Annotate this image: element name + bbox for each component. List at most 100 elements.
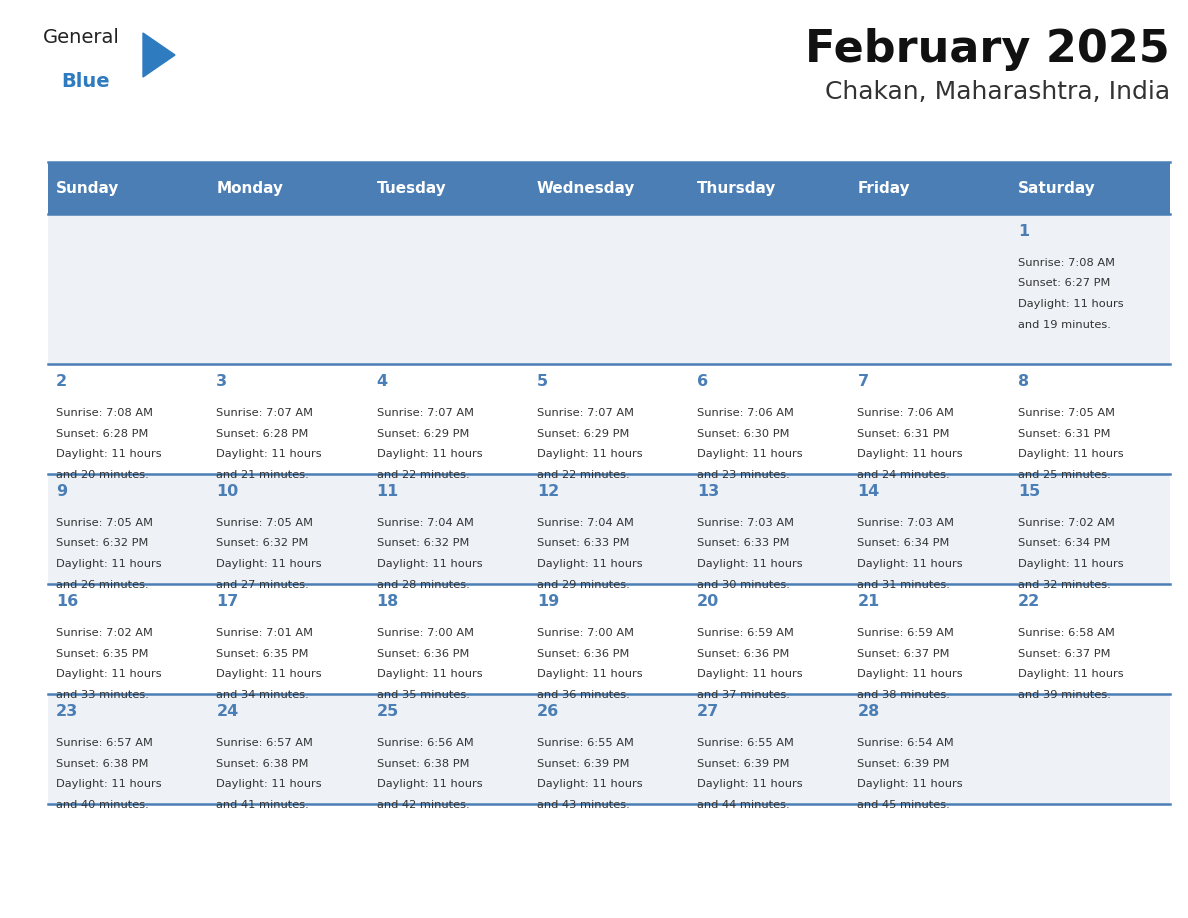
Text: and 42 minutes.: and 42 minutes. [377,800,469,810]
Text: and 36 minutes.: and 36 minutes. [537,689,630,700]
Text: Sunset: 6:33 PM: Sunset: 6:33 PM [537,539,630,548]
Text: and 21 minutes.: and 21 minutes. [216,469,309,479]
Text: Daylight: 11 hours: Daylight: 11 hours [858,669,963,679]
Text: Daylight: 11 hours: Daylight: 11 hours [858,449,963,459]
Text: Sunset: 6:38 PM: Sunset: 6:38 PM [56,758,148,768]
Text: Daylight: 11 hours: Daylight: 11 hours [1018,299,1124,309]
Text: and 43 minutes.: and 43 minutes. [537,800,630,810]
Text: 20: 20 [697,594,720,609]
Text: 15: 15 [1018,484,1040,499]
Text: Daylight: 11 hours: Daylight: 11 hours [697,449,803,459]
Text: Blue: Blue [61,72,109,91]
Text: Sunrise: 7:00 AM: Sunrise: 7:00 AM [377,628,474,638]
Text: February 2025: February 2025 [805,28,1170,71]
Polygon shape [143,33,175,77]
Text: Sunset: 6:34 PM: Sunset: 6:34 PM [858,539,949,548]
Text: Sunrise: 7:06 AM: Sunrise: 7:06 AM [697,408,794,418]
Text: Sunrise: 7:04 AM: Sunrise: 7:04 AM [537,518,633,528]
Text: 24: 24 [216,704,239,719]
Text: Daylight: 11 hours: Daylight: 11 hours [377,779,482,789]
Text: Sunset: 6:31 PM: Sunset: 6:31 PM [1018,429,1111,439]
Text: and 30 minutes.: and 30 minutes. [697,579,790,589]
Text: Sunset: 6:29 PM: Sunset: 6:29 PM [537,429,630,439]
Text: Tuesday: Tuesday [377,181,447,196]
Text: Daylight: 11 hours: Daylight: 11 hours [537,559,643,569]
Text: Daylight: 11 hours: Daylight: 11 hours [1018,669,1124,679]
Bar [48,162,1170,214]
Text: Sunrise: 7:08 AM: Sunrise: 7:08 AM [1018,258,1114,268]
Text: Daylight: 11 hours: Daylight: 11 hours [537,669,643,679]
Text: Sunrise: 7:02 AM: Sunrise: 7:02 AM [56,628,153,638]
Text: Sunrise: 7:03 AM: Sunrise: 7:03 AM [697,518,794,528]
Text: Sunrise: 6:55 AM: Sunrise: 6:55 AM [537,738,633,748]
Text: Sunset: 6:29 PM: Sunset: 6:29 PM [377,429,469,439]
Text: Sunrise: 7:03 AM: Sunrise: 7:03 AM [858,518,954,528]
Text: General: General [43,28,120,47]
Text: 9: 9 [56,484,68,499]
Text: 4: 4 [377,374,387,389]
Text: 11: 11 [377,484,399,499]
Text: and 28 minutes.: and 28 minutes. [377,579,469,589]
Text: 1: 1 [1018,224,1029,239]
Text: Daylight: 11 hours: Daylight: 11 hours [697,779,803,789]
Text: 27: 27 [697,704,720,719]
Text: and 44 minutes.: and 44 minutes. [697,800,790,810]
Text: Sunrise: 7:07 AM: Sunrise: 7:07 AM [537,408,634,418]
Text: and 19 minutes.: and 19 minutes. [1018,319,1111,330]
Text: and 26 minutes.: and 26 minutes. [56,579,148,589]
Bar [48,584,1170,694]
Text: Sunset: 6:34 PM: Sunset: 6:34 PM [1018,539,1110,548]
Text: 2: 2 [56,374,68,389]
Text: 12: 12 [537,484,560,499]
Text: Sunset: 6:36 PM: Sunset: 6:36 PM [377,648,469,658]
Text: Chakan, Maharashtra, India: Chakan, Maharashtra, India [824,80,1170,104]
Text: Sunset: 6:31 PM: Sunset: 6:31 PM [858,429,950,439]
Text: Sunset: 6:28 PM: Sunset: 6:28 PM [56,429,148,439]
Text: Sunset: 6:36 PM: Sunset: 6:36 PM [537,648,630,658]
Bar [48,474,1170,584]
Text: Daylight: 11 hours: Daylight: 11 hours [56,779,162,789]
Text: Sunrise: 6:54 AM: Sunrise: 6:54 AM [858,738,954,748]
Text: 19: 19 [537,594,560,609]
Text: Daylight: 11 hours: Daylight: 11 hours [56,449,162,459]
Text: Sunset: 6:33 PM: Sunset: 6:33 PM [697,539,790,548]
Text: Daylight: 11 hours: Daylight: 11 hours [537,779,643,789]
Text: and 32 minutes.: and 32 minutes. [1018,579,1111,589]
Text: and 20 minutes.: and 20 minutes. [56,469,148,479]
Text: Daylight: 11 hours: Daylight: 11 hours [216,559,322,569]
Text: 18: 18 [377,594,399,609]
Text: 6: 6 [697,374,708,389]
Text: Sunset: 6:37 PM: Sunset: 6:37 PM [1018,648,1111,658]
Text: Sunset: 6:39 PM: Sunset: 6:39 PM [697,758,790,768]
Text: Sunrise: 7:08 AM: Sunrise: 7:08 AM [56,408,153,418]
Text: Sunday: Sunday [56,181,119,196]
Text: Daylight: 11 hours: Daylight: 11 hours [56,559,162,569]
Text: 21: 21 [858,594,879,609]
Bar [48,694,1170,804]
Text: Sunset: 6:28 PM: Sunset: 6:28 PM [216,429,309,439]
Text: 17: 17 [216,594,239,609]
Text: Sunrise: 7:05 AM: Sunrise: 7:05 AM [1018,408,1114,418]
Text: Sunset: 6:32 PM: Sunset: 6:32 PM [216,539,309,548]
Text: Sunrise: 7:07 AM: Sunrise: 7:07 AM [216,408,314,418]
Text: Daylight: 11 hours: Daylight: 11 hours [1018,559,1124,569]
Text: Daylight: 11 hours: Daylight: 11 hours [537,449,643,459]
Text: Sunrise: 7:04 AM: Sunrise: 7:04 AM [377,518,474,528]
Text: Sunset: 6:37 PM: Sunset: 6:37 PM [858,648,950,658]
Text: Sunset: 6:32 PM: Sunset: 6:32 PM [377,539,469,548]
Text: Daylight: 11 hours: Daylight: 11 hours [1018,449,1124,459]
Text: Wednesday: Wednesday [537,181,636,196]
Text: Sunset: 6:27 PM: Sunset: 6:27 PM [1018,278,1110,288]
Text: Monday: Monday [216,181,283,196]
Text: and 22 minutes.: and 22 minutes. [377,469,469,479]
Text: Sunrise: 6:57 AM: Sunrise: 6:57 AM [56,738,153,748]
Text: Sunset: 6:32 PM: Sunset: 6:32 PM [56,539,148,548]
Text: Sunrise: 7:00 AM: Sunrise: 7:00 AM [537,628,634,638]
Text: Daylight: 11 hours: Daylight: 11 hours [216,669,322,679]
Text: Sunset: 6:35 PM: Sunset: 6:35 PM [56,648,148,658]
Text: Saturday: Saturday [1018,181,1095,196]
Text: Sunrise: 6:55 AM: Sunrise: 6:55 AM [697,738,794,748]
Text: and 23 minutes.: and 23 minutes. [697,469,790,479]
Text: and 37 minutes.: and 37 minutes. [697,689,790,700]
Text: and 29 minutes.: and 29 minutes. [537,579,630,589]
